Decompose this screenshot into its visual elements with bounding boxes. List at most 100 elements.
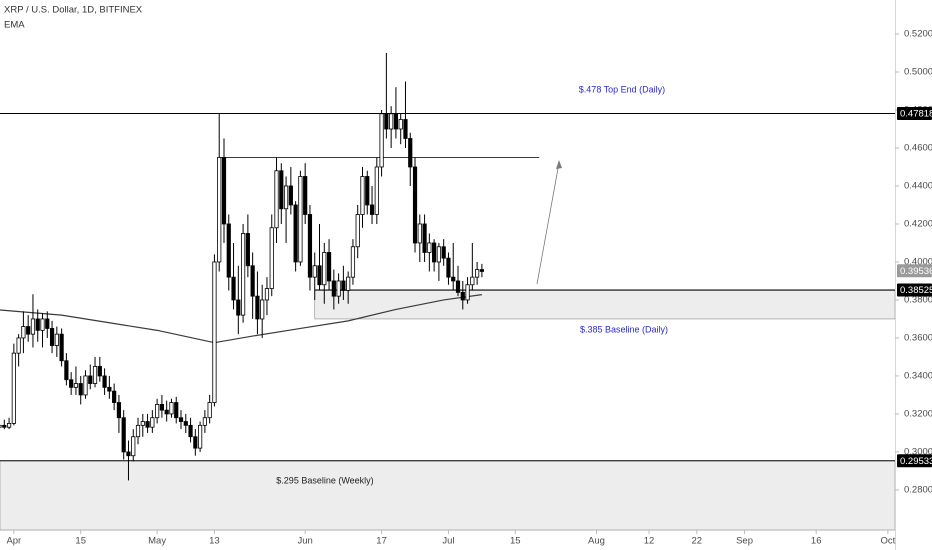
candle-body: [16, 337, 21, 354]
candle-body: [30, 318, 36, 335]
candle-body: [274, 170, 279, 229]
candle-body: [460, 291, 465, 301]
candle-body: [417, 223, 422, 244]
y-tick-label: 0.52000: [904, 29, 932, 40]
candle-body: [198, 424, 203, 449]
candle-body: [455, 280, 461, 293]
candle-body: [236, 299, 241, 316]
candle-body: [255, 295, 260, 320]
candle-body: [436, 246, 442, 263]
annotation: $.478 Top End (Daily): [579, 84, 665, 94]
x-tick-label: Sep: [736, 536, 753, 547]
candle-body: [398, 119, 403, 130]
candle-body: [6, 423, 12, 428]
candle-body: [221, 157, 227, 225]
x-tick-label: 17: [376, 536, 387, 547]
candle-body: [422, 223, 427, 253]
candle-body: [293, 204, 298, 263]
candle-body: [135, 424, 141, 438]
candle-body: [73, 383, 79, 388]
candle-body: [312, 265, 317, 278]
candle-body: [479, 269, 484, 272]
candle-body: [92, 366, 98, 384]
ema-line: [0, 294, 482, 344]
x-tick-label: 16: [811, 536, 822, 547]
candle-body: [159, 404, 165, 411]
arrow-head: [556, 160, 562, 169]
candle-body: [269, 227, 274, 289]
candle-body: [2, 424, 7, 428]
candle-body: [11, 352, 16, 424]
x-tick-label: 15: [510, 536, 521, 547]
x-tick-label: Oct: [880, 536, 895, 547]
zone: [0, 460, 896, 531]
candle-body: [150, 417, 155, 428]
candle-body: [465, 284, 470, 301]
candle-body: [69, 379, 74, 388]
candle-body: [412, 166, 418, 244]
zone: [314, 290, 896, 320]
candle-body: [279, 170, 284, 210]
candle-body: [202, 417, 207, 426]
price-label: 0.47818: [900, 108, 932, 119]
candle-body: [470, 276, 475, 286]
price-label-box: [897, 264, 932, 278]
candle-body: [451, 276, 456, 282]
candle-body: [389, 113, 394, 130]
candle-body: [21, 326, 26, 339]
x-tick-label: 12: [644, 536, 655, 547]
candle-body: [0, 424, 2, 428]
candle-body: [307, 214, 313, 278]
candle-body: [45, 318, 50, 329]
candle-body: [207, 402, 212, 419]
indicator-label: EMA: [4, 20, 25, 31]
candle-body: [393, 113, 399, 130]
candle-body: [145, 421, 150, 428]
candle-body: [446, 257, 451, 278]
candle-body: [374, 166, 379, 215]
candle-body: [121, 417, 126, 453]
candle-body: [169, 402, 174, 415]
candle-body: [193, 436, 198, 449]
candle-body: [178, 417, 184, 422]
candle-body: [326, 252, 332, 282]
candle-body: [403, 119, 408, 139]
x-tick-label: Aug: [588, 536, 605, 547]
candle-body: [260, 299, 265, 320]
candle-body: [78, 383, 83, 396]
candle-body: [346, 276, 351, 291]
candle-body: [355, 214, 360, 248]
candle-body: [322, 252, 327, 286]
price-label-box: [897, 454, 932, 468]
candle-body: [408, 138, 413, 168]
price-label: 0.29533: [900, 456, 932, 467]
candle-body: [341, 280, 346, 291]
candle-body: [432, 242, 437, 263]
price-label: 0.39536: [900, 266, 932, 277]
candle-body: [303, 176, 308, 215]
candle-body: [188, 424, 193, 438]
candle-body: [360, 176, 365, 215]
x-tick-label: May: [148, 536, 166, 547]
x-tick-label: Apr: [6, 536, 21, 547]
candle-body: [126, 451, 131, 457]
candle-body: [379, 113, 384, 168]
candle-body: [26, 326, 31, 335]
x-tick-label: 15: [75, 536, 86, 547]
chart-title: XRP / U.S. Dollar, 1D, BITFINEX: [4, 5, 143, 16]
candle-body: [40, 318, 45, 331]
candle-body: [288, 185, 293, 206]
candle-body: [54, 333, 59, 346]
candle-body: [317, 265, 322, 286]
candle-body: [107, 386, 112, 392]
candle-body: [475, 269, 480, 278]
